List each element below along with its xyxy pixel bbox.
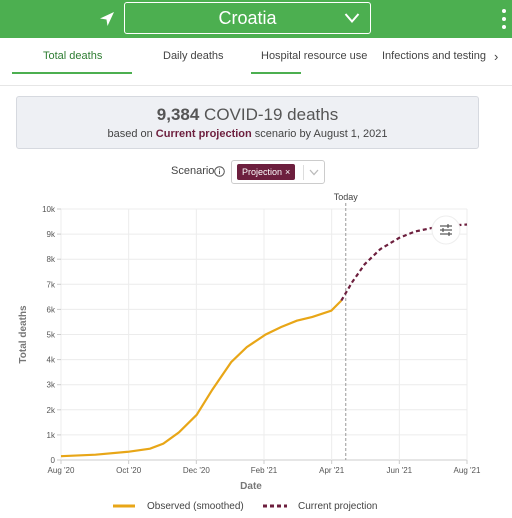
- tab-hover-indicator: [251, 72, 301, 74]
- remove-chip-icon[interactable]: ×: [285, 167, 291, 177]
- chart-legend: Observed (smoothed) Current projection: [113, 501, 377, 512]
- chart-grid: [60, 208, 468, 461]
- x-tick-label: Aug '21: [454, 466, 481, 475]
- y-axis-ticks: 0 1k 2k 3k 4k 5k 6k 7k 8k 9k 10k: [42, 205, 61, 465]
- x-tick-label: Apr '21: [319, 466, 345, 475]
- chevron-right-icon[interactable]: ›: [494, 49, 499, 64]
- summary-suffix: scenario by August 1, 2021: [251, 128, 388, 140]
- today-label: Today: [334, 192, 359, 202]
- top-bar: Croatia: [0, 0, 512, 38]
- y-axis-label: Total deaths: [18, 305, 29, 364]
- x-tick-label: Aug '20: [48, 466, 75, 475]
- total-deaths-chart: 0 1k 2k 3k 4k 5k 6k 7k 8k 9k 10k Aug '20 Oct '20 Dec…: [18, 192, 481, 512]
- legend-projection-label: Current projection: [298, 501, 377, 512]
- legend-observed-label: Observed (smoothed): [147, 501, 244, 512]
- scenario-select[interactable]: Projection ×: [231, 160, 325, 184]
- tab-hospital-resource-use[interactable]: Hospital resource use: [261, 50, 368, 62]
- location-arrow-icon[interactable]: [97, 9, 117, 29]
- summary-scenario: Current projection: [155, 128, 252, 140]
- y-tick-label: 8k: [47, 255, 56, 264]
- chart-settings-button[interactable]: [431, 215, 461, 245]
- country-select[interactable]: Croatia: [124, 2, 371, 34]
- scenario-chip-label: Projection: [242, 167, 283, 177]
- x-tick-label: Jun '21: [387, 466, 413, 475]
- x-tick-label: Dec '20: [183, 466, 210, 475]
- tabs-divider: [0, 85, 512, 86]
- summary-headline: 9,384 COVID-19 deaths: [17, 105, 478, 125]
- x-tick-label: Feb '21: [251, 466, 278, 475]
- select-divider: [303, 165, 304, 180]
- x-axis-ticks: Aug '20 Oct '20 Dec '20 Feb '21 Apr '21 Jun '…: [48, 460, 481, 475]
- x-axis-label: Date: [240, 481, 262, 492]
- tab-daily-deaths[interactable]: Daily deaths: [163, 50, 224, 62]
- summary-subtitle: based on Current projection scenario by …: [17, 128, 478, 140]
- y-tick-label: 4k: [47, 356, 56, 365]
- scenario-chip: Projection ×: [237, 164, 296, 180]
- chevron-down-icon[interactable]: [309, 169, 319, 176]
- active-tab-indicator: [12, 72, 132, 74]
- death-count: 9,384: [156, 105, 200, 124]
- series-observed-line: [60, 299, 343, 458]
- info-icon[interactable]: [214, 166, 225, 177]
- y-tick-label: 3k: [47, 381, 56, 390]
- kebab-menu-icon[interactable]: [498, 8, 510, 30]
- summary-prefix: based on: [107, 128, 156, 140]
- scenario-label: Scenario: [171, 165, 215, 177]
- series-projection-line: [340, 223, 468, 302]
- y-tick-label: 6k: [47, 305, 56, 314]
- x-tick-label: Oct '20: [116, 466, 142, 475]
- y-tick-label: 2k: [47, 406, 56, 415]
- y-tick-label: 9k: [47, 230, 56, 239]
- y-tick-label: 0: [51, 456, 56, 465]
- y-tick-label: 7k: [47, 280, 56, 289]
- summary-box: 9,384 COVID-19 deaths based on Current p…: [16, 96, 479, 149]
- tab-total-deaths[interactable]: Total deaths: [43, 50, 103, 62]
- y-tick-label: 5k: [47, 331, 56, 340]
- summary-title-suffix: COVID-19 deaths: [199, 105, 339, 124]
- y-tick-label: 1k: [47, 431, 56, 440]
- chevron-down-icon: [344, 13, 360, 24]
- sliders-icon: [440, 224, 452, 236]
- y-tick-label: 10k: [42, 205, 56, 214]
- tab-infections-and-testing[interactable]: Infections and testing: [382, 50, 486, 62]
- tab-bar: Total deaths Daily deaths Hospital resou…: [0, 38, 512, 86]
- country-label: Croatia: [218, 8, 277, 28]
